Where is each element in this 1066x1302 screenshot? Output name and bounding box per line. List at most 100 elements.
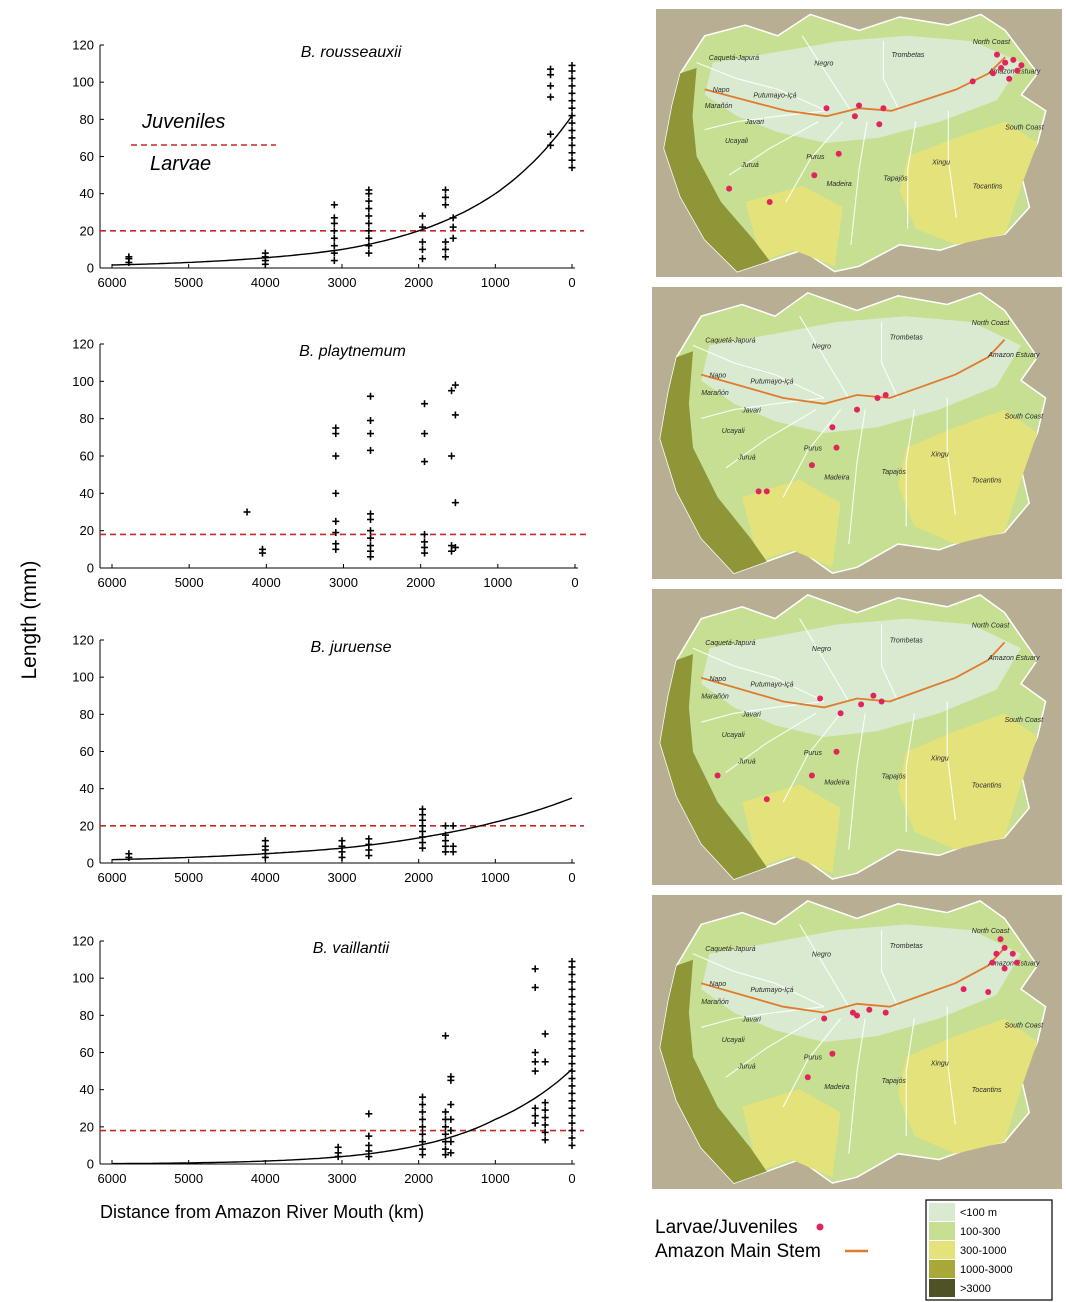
map-region-label: North Coast	[972, 320, 1010, 327]
data-point	[547, 82, 555, 90]
data-point	[568, 126, 576, 134]
map-region-label: Tapajós	[883, 176, 908, 183]
data-point	[419, 805, 426, 813]
x-tick-label: 5000	[174, 870, 203, 885]
andes-region	[664, 68, 770, 272]
tributary-river	[946, 398, 956, 515]
x-tick-label: 2000	[406, 575, 435, 590]
data-point	[568, 1008, 576, 1016]
data-point	[330, 234, 338, 242]
upland-region	[899, 121, 1038, 245]
chart-panel-juruense: 0 20 40 60 80 100 120 6000 5000 4000 3000 2000 1000 0…	[72, 633, 584, 885]
data-point	[448, 387, 456, 395]
data-point	[442, 1130, 449, 1138]
data-point	[365, 197, 373, 205]
data-point	[332, 517, 340, 525]
map-region-label: Juruá	[737, 759, 756, 766]
data-point	[568, 164, 576, 172]
larvae-location-marker	[997, 936, 1004, 943]
larvae-location-marker	[808, 772, 815, 779]
upland-region	[898, 1018, 1038, 1154]
map-region-label: Putumayo-Içá	[750, 987, 793, 994]
data-point	[568, 970, 576, 978]
larvae-location-marker	[1002, 59, 1009, 66]
data-point	[531, 1049, 539, 1056]
map-region-label: Tocantins	[972, 478, 1002, 485]
data-point	[365, 205, 373, 213]
y-tick-label: 40	[80, 1082, 94, 1097]
chart-panel-vaillantii: 0 20 40 60 80 100 120 6000 5000 4000 3000 2000 1000 0…	[72, 934, 584, 1186]
y-tick-label: 20	[80, 523, 94, 538]
elevation-label: <100 m	[960, 1207, 997, 1219]
x-tick-label: 6000	[98, 575, 127, 590]
data-point	[421, 530, 429, 538]
data-point	[330, 214, 338, 222]
data-point	[568, 1030, 576, 1038]
larvae-location-marker	[1010, 56, 1017, 63]
y-tick-label: 20	[80, 818, 94, 833]
x-tick-label: 5000	[174, 275, 203, 290]
data-point	[531, 965, 539, 973]
data-point	[332, 540, 340, 548]
data-point	[449, 842, 457, 850]
amazon-main-stem	[700, 641, 1006, 709]
larvae-location-marker	[726, 185, 733, 192]
larvae-location-marker	[837, 710, 844, 717]
larvae-location-marker	[849, 1009, 856, 1016]
map-region-label: Xingu	[930, 1061, 949, 1068]
andes-region	[660, 959, 767, 1184]
data-point	[447, 1101, 455, 1109]
data-point	[419, 1101, 426, 1109]
map-region-label: Tapajós	[882, 773, 907, 780]
data-point	[421, 430, 429, 438]
x-tick-label: 6000	[98, 870, 127, 885]
larvae-location-marker	[985, 989, 992, 995]
map-region-label: Madeira	[827, 181, 852, 188]
larvae-location-marker	[835, 150, 842, 157]
upland-region	[898, 713, 1038, 850]
data-point	[421, 400, 429, 408]
larvae-location-marker	[870, 692, 877, 699]
data-point	[568, 104, 576, 112]
map-region-label: Trombetas	[890, 637, 923, 644]
upland-region	[898, 409, 1038, 544]
larvae-location-marker	[833, 748, 840, 755]
legend-main-stem-label: Amazon Main Stem	[655, 1241, 821, 1262]
tributary-river	[799, 315, 850, 399]
larvae-location-marker	[811, 172, 818, 179]
tributary-river	[785, 121, 844, 203]
larvae-location-marker	[969, 78, 976, 85]
data-point	[447, 1138, 455, 1146]
data-point	[365, 1110, 373, 1118]
data-point	[449, 822, 457, 830]
data-point	[568, 134, 576, 142]
fit-curve	[111, 115, 573, 266]
data-point	[442, 238, 449, 246]
lowland-region	[701, 316, 1021, 433]
data-point	[442, 193, 449, 201]
map-region-label: Madeira	[824, 779, 849, 786]
tributary-river	[692, 647, 825, 702]
fit-curve	[111, 797, 573, 861]
chart-panel-rousseauxii: 0 20 40 60 80 100 120 6000 5000 4000 3000 2000 1000 0…	[72, 38, 584, 290]
map-region-label: Purus	[804, 1055, 823, 1062]
data-point	[419, 1115, 426, 1123]
map-region-label: Napo	[709, 676, 726, 683]
larvae-location-marker	[1018, 62, 1025, 69]
elevation-swatch	[929, 1222, 955, 1240]
data-point	[451, 543, 459, 551]
tributary-river	[692, 953, 825, 1008]
map-region-label: Javari	[741, 711, 761, 718]
data-point	[365, 249, 373, 257]
elevation-label: 300-1000	[960, 1245, 1007, 1257]
map-region-label: Ucayali	[725, 138, 748, 145]
map-region-label: Caquetá-Japurá	[709, 55, 759, 62]
x-tick-label: 4000	[251, 870, 280, 885]
y-tick-label: 0	[87, 1157, 94, 1172]
map-region-label: Juruá	[740, 162, 759, 169]
map-region-label: Putumayo-Içá	[750, 378, 793, 385]
y-tick-label: 80	[80, 112, 94, 127]
amazon-main-stem	[700, 338, 1006, 405]
elevation-label: 1000-3000	[960, 1264, 1013, 1276]
data-point	[365, 1132, 373, 1140]
